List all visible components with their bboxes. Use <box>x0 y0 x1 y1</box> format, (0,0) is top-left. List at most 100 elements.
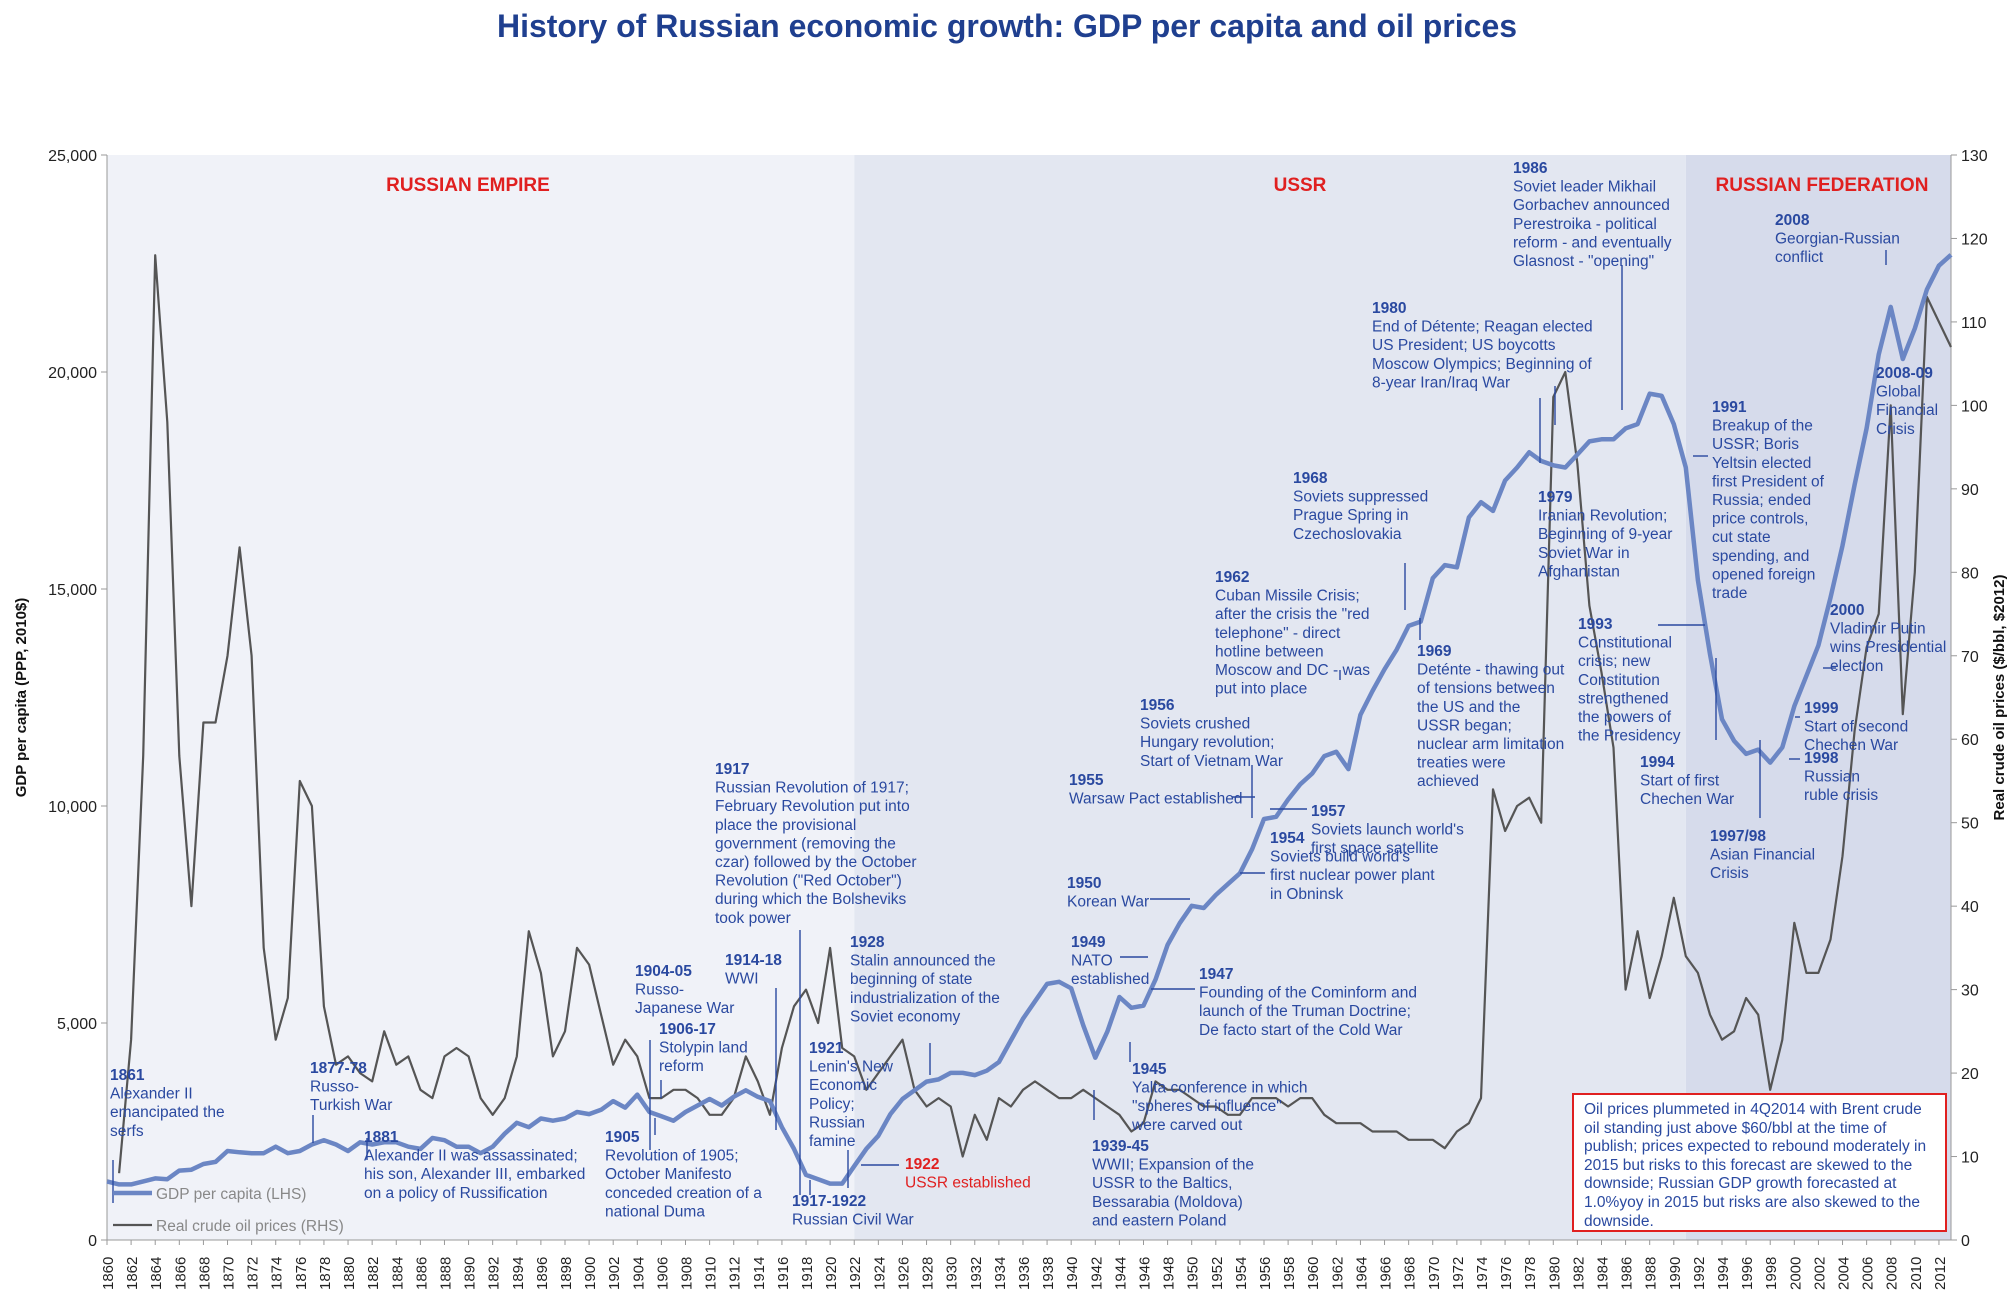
annotation-text: famine <box>809 1133 856 1150</box>
y-tick-label-right: 30 <box>1961 983 1979 1000</box>
annotation-text: Crisis <box>1876 421 1915 438</box>
annotation-text: put into place <box>1215 681 1307 698</box>
x-tick-label: 1984 <box>1594 1257 1611 1290</box>
x-tick-label: 1976 <box>1498 1257 1515 1290</box>
x-tick-label: 1926 <box>895 1257 912 1290</box>
annotation-year: 1991 <box>1712 399 1747 416</box>
annotation-text: Afghanistan <box>1538 563 1620 580</box>
annotation-year: 1945 <box>1132 1061 1167 1078</box>
annotation-text: Chechen War <box>1804 737 1898 754</box>
annotation-text: USSR established <box>905 1175 1031 1192</box>
x-tick-label: 2010 <box>1908 1257 1925 1290</box>
annotation-text: Soviet leader Mikhail <box>1513 179 1656 196</box>
y-tick-label-right: 70 <box>1961 649 1979 666</box>
annotation-text: Soviet economy <box>850 1008 961 1025</box>
annotation-text: conceded creation of a <box>605 1185 762 1202</box>
annotation-year: 1954 <box>1270 830 1305 847</box>
annotation-text: End of Détente; Reagan elected <box>1372 319 1593 336</box>
y-tick-label-right: 100 <box>1961 398 1988 415</box>
y-tick-label-right: 120 <box>1961 231 1988 248</box>
annotation-text: treaties were <box>1417 755 1506 772</box>
annotation-year: 2008-09 <box>1876 365 1933 382</box>
x-tick-label: 1958 <box>1281 1257 1298 1290</box>
annotation-year: 1922 <box>905 1156 939 1173</box>
x-tick-label: 1912 <box>727 1257 744 1290</box>
x-tick-label: 2004 <box>1836 1257 1853 1290</box>
y-tick-label-right: 90 <box>1961 482 1979 499</box>
x-tick-label: 1962 <box>1329 1257 1346 1290</box>
annotation-text: cut state <box>1712 529 1771 546</box>
x-tick-label: 1994 <box>1715 1257 1732 1290</box>
annotation-year: 1956 <box>1140 697 1175 714</box>
annotation: 1905 Revolution of 1905;October Manifesto… <box>605 1118 762 1220</box>
y-tick-label-right: 50 <box>1961 816 1979 833</box>
annotation-text: "spheres of influence" <box>1132 1098 1282 1115</box>
annotation-text: trade <box>1712 585 1747 602</box>
annotation-text: Start of first <box>1640 773 1720 790</box>
gdp-per-capita-line <box>106 253 1953 1187</box>
annotation-text: Soviet War in <box>1538 545 1630 562</box>
x-tick-label: 1972 <box>1450 1257 1467 1290</box>
annotation-text: Moscow Olympics; Beginning of <box>1372 356 1592 373</box>
annotation-year: 1979 <box>1538 489 1573 506</box>
annotation-text: Alexander II <box>110 1086 193 1103</box>
annotation: 1922 USSR established <box>861 1156 1031 1192</box>
annotation-text: took power <box>715 910 791 927</box>
oil-price-line <box>118 254 1952 1174</box>
x-tick-label: 1986 <box>1619 1257 1636 1290</box>
annotation-text: beginning of state <box>850 971 972 988</box>
annotation-text: USSR; Boris <box>1712 436 1799 453</box>
annotation-year: 1994 <box>1640 754 1675 771</box>
annotation-text: price controls, <box>1712 511 1808 528</box>
annotation-text: Yeltsin elected <box>1712 455 1811 472</box>
annotation-text: Economic <box>809 1077 877 1094</box>
x-tick-label: 1878 <box>317 1257 334 1290</box>
annotation-text: established <box>1071 971 1149 988</box>
annotation-text: Soviets crushed <box>1140 716 1250 733</box>
annotation-text: Turkish War <box>310 1097 392 1114</box>
annotation-text: WWII; Expansion of the <box>1092 1157 1254 1174</box>
annotation-text: hotline between <box>1215 643 1324 660</box>
y-tick-label-right: 130 <box>1961 148 1988 165</box>
annotation-year: 2008 <box>1775 212 1810 229</box>
annotation-text: Alexander II was assassinated; <box>364 1148 578 1165</box>
annotation-text: Soviets launch world's <box>1311 822 1464 839</box>
annotation-text: Russo- <box>635 982 684 999</box>
annotation-year: 1904-05 <box>635 963 692 980</box>
y-tick-label-left: 20,000 <box>48 365 97 382</box>
annotation-year: 1986 <box>1513 160 1548 177</box>
x-tick-label: 1966 <box>1378 1257 1395 1290</box>
y-axis-label-right: Real crude oil prices ($/bbl, $2012) <box>1991 575 2008 821</box>
annotation-text: were carved out <box>1131 1117 1243 1134</box>
x-tick-label: 1940 <box>1064 1257 1081 1290</box>
era-label: USSR <box>1274 175 1327 196</box>
annotation: 1945 Yalta conference in which"spheres of… <box>1129 1042 1307 1134</box>
annotation-text: Iranian Revolution; <box>1538 508 1667 525</box>
x-tick-label: 1934 <box>992 1257 1009 1290</box>
annotation-text: on a policy of Russification <box>364 1185 548 1202</box>
x-tick-label: 1938 <box>1040 1257 1057 1290</box>
y-tick-label-right: 110 <box>1961 315 1987 332</box>
annotation: 1904-05 Russo-Japanese War <box>635 963 734 1150</box>
annotation: 1950 Korean War <box>1067 875 1190 911</box>
annotation-text: Korean War <box>1067 894 1149 911</box>
x-tick-label: 1886 <box>413 1257 430 1290</box>
x-tick-label: 1892 <box>486 1257 503 1290</box>
annotation-text: Perestroika - political <box>1513 216 1657 233</box>
annotation-text: during which the Bolsheviks <box>715 891 907 908</box>
annotation-year: 1905 <box>605 1129 640 1146</box>
x-tick-label: 1944 <box>1112 1257 1129 1290</box>
x-tick-label: 1920 <box>823 1257 840 1290</box>
x-tick-label: 1874 <box>269 1257 286 1290</box>
annotation: 1947 Founding of the Cominform andlaunch … <box>1151 966 1417 1039</box>
x-tick-label: 1998 <box>1763 1257 1780 1290</box>
x-tick-label: 1870 <box>221 1257 238 1290</box>
series-layer <box>106 253 1953 1187</box>
